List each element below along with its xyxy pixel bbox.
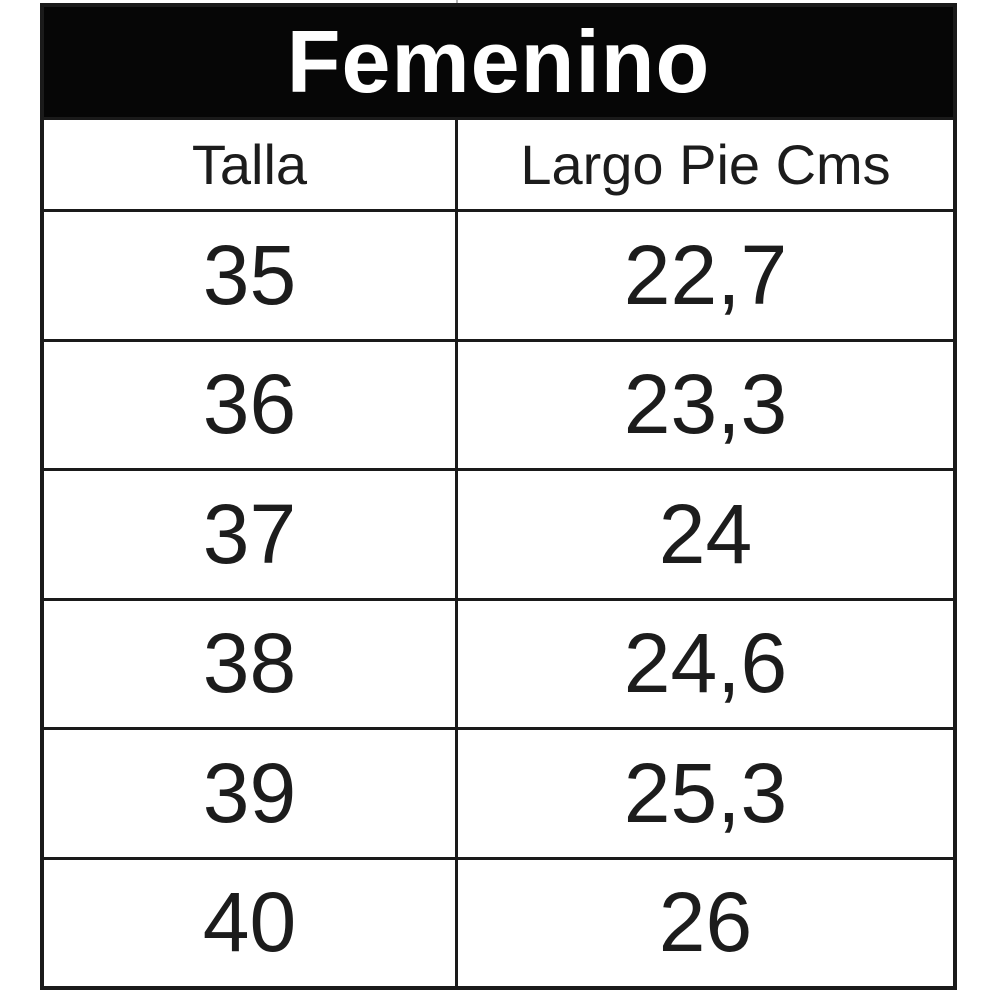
table-cell-largo: 25,3 xyxy=(458,730,953,857)
table-cell-talla: 36 xyxy=(44,341,455,468)
table-cell-largo: 26 xyxy=(458,859,953,986)
table-cell-talla: 35 xyxy=(44,212,455,339)
column-divider-tick xyxy=(456,0,458,4)
table-title: Femenino xyxy=(44,7,953,117)
table-cell-talla: 37 xyxy=(44,471,455,598)
table-cell-largo: 24 xyxy=(458,471,953,598)
table-cell-talla: 40 xyxy=(44,859,455,986)
table-cell-largo: 24,6 xyxy=(458,600,953,727)
table-cell-talla: 39 xyxy=(44,730,455,857)
table-cell-largo: 22,7 xyxy=(458,212,953,339)
table-cell-largo: 23,3 xyxy=(458,341,953,468)
column-header-talla: Talla xyxy=(44,120,455,209)
column-header-largo-pie-cms: Largo Pie Cms xyxy=(458,120,953,209)
table-cell-talla: 38 xyxy=(44,600,455,727)
size-chart-table: Femenino Talla Largo Pie Cms 35 22,7 36 … xyxy=(40,3,957,990)
